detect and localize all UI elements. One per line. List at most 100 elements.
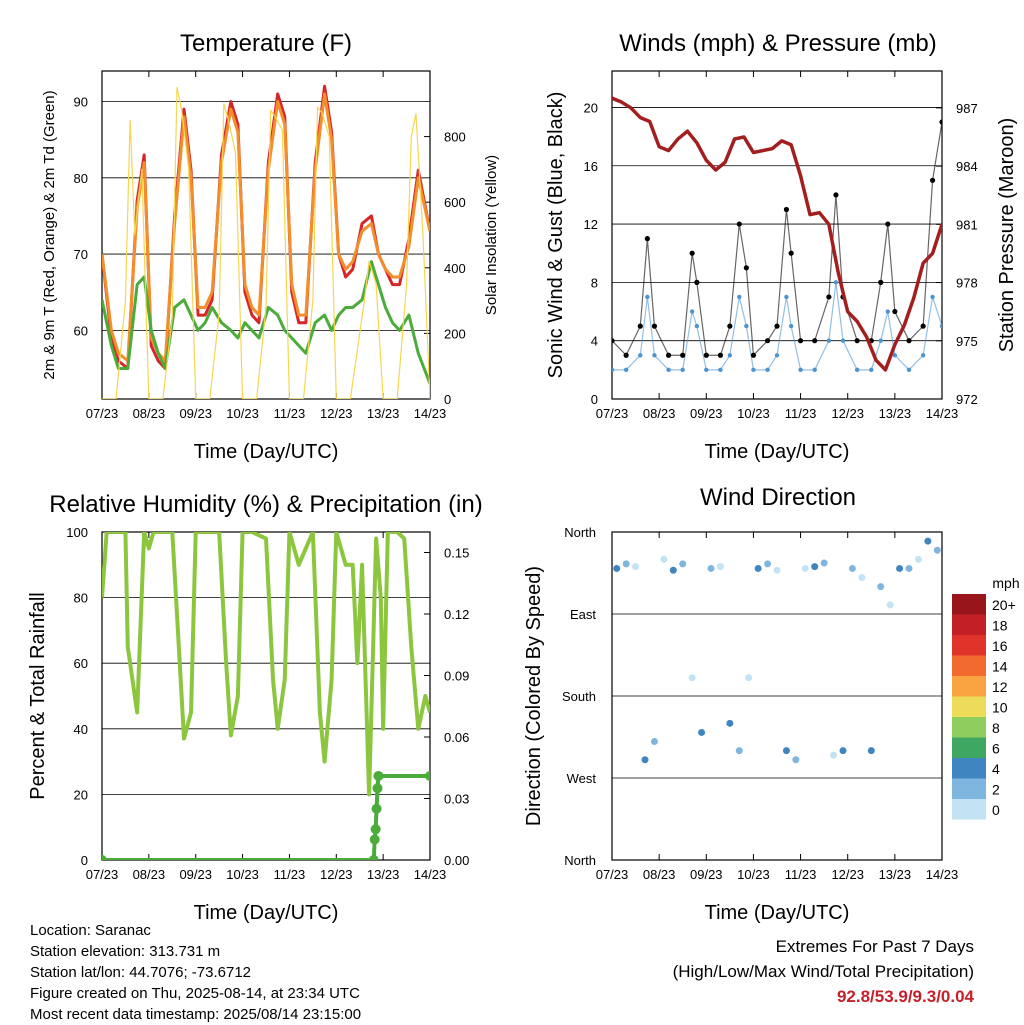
chart-panel-1: Temperature (F) 07/23 08/23 09/23 10/23 11/23… (41, 30, 500, 463)
y2-tick-label: 0.03 (444, 792, 469, 807)
colorbar-level-label: 6 (992, 741, 1000, 757)
chart-title: Winds (mph) & Pressure (mb) (619, 30, 936, 57)
wind-direction-point (669, 566, 677, 574)
wind-direction-point (754, 564, 762, 572)
colorbar-swatch (952, 758, 986, 779)
chart-title: Wind Direction (700, 484, 856, 511)
x-tick-label: 13/23 (879, 406, 912, 421)
chart-title: Relative Humidity (%) & Precipitation (i… (49, 491, 482, 518)
colorbar-level-label: 12 (992, 679, 1008, 695)
x-tick-label: 12/23 (831, 867, 864, 882)
y-tick-label: 20 (74, 787, 88, 802)
x-tick-label: 10/23 (226, 867, 259, 882)
y2-tick-label: 0.06 (444, 730, 469, 745)
y-tick-label: 16 (584, 159, 598, 174)
rainfall-point (369, 834, 380, 845)
x-tick-label: 10/23 (737, 406, 770, 421)
x-tick-label: 14/23 (926, 867, 959, 882)
wind-direction-point (698, 728, 706, 736)
y2-tick-label: 981 (956, 217, 978, 232)
y-tick-label: 100 (66, 525, 88, 540)
colorbar-level-label: 2 (992, 782, 1000, 798)
rainfall-point (102, 855, 107, 860)
wind-direction-point (896, 564, 904, 572)
colorbar-swatch (952, 737, 986, 758)
station-info: Location: Saranac Station elevation: 313… (30, 920, 361, 1025)
created-text: Figure created on Thu, 2025-08-14, at 23… (30, 985, 360, 1002)
rainfall-point (368, 855, 379, 860)
colorbar-swatch (952, 717, 986, 738)
wind-direction-point (622, 560, 630, 568)
x-tick-label: 14/23 (414, 867, 447, 882)
wind-direction-point (773, 566, 781, 574)
y2-tick-label: 0.00 (444, 853, 469, 868)
colorbar-swatch (952, 614, 986, 635)
wind-direction-point (716, 563, 724, 571)
wind-direction-point (764, 560, 772, 568)
wind-direction-point (782, 747, 790, 755)
wind-direction-point (811, 563, 819, 571)
colorbar-swatch (952, 696, 986, 717)
chart-panel-2: Winds (mph) & Pressure (mb) 07/23 08/23 09/… (545, 30, 1018, 463)
chart-panel-4: Wind Direction 07/23 08/23 09/23 10/23 11/23 1… (523, 484, 958, 924)
series-group (613, 537, 941, 764)
speed-colorbar: mph 20+ 18 16 14 12 10 8 6 4 2 0 (952, 575, 1020, 820)
colorbar-level-label: 14 (992, 659, 1008, 675)
wind-direction-point (905, 564, 913, 572)
wind-direction-point (707, 564, 715, 572)
latlon-text: Station lat/lon: 44.7076; -73.6712 (30, 964, 252, 981)
wind-direction-point (830, 751, 838, 759)
y-axis-label: Percent & Total Rainfall (27, 592, 49, 800)
y-tick-label: East (570, 607, 596, 622)
x-tick-label: 14/23 (414, 406, 447, 421)
y-tick-label: North (564, 853, 596, 868)
y2-tick-label: 987 (956, 101, 978, 116)
y2-tick-label: 0 (444, 392, 451, 407)
y2-tick-label: 600 (444, 195, 466, 210)
wind-direction-point (726, 719, 734, 727)
y2-tick-label: 0.15 (444, 546, 469, 561)
x-tick-label: 08/23 (133, 406, 166, 421)
colorbar-swatch (952, 676, 986, 697)
series-line (612, 121, 942, 357)
series-line (612, 282, 942, 371)
x-tick-label: 11/23 (785, 406, 817, 421)
y2-tick-label: 200 (444, 326, 466, 341)
colorbar-swatch (952, 594, 986, 615)
y2-tick-label: 984 (956, 159, 978, 174)
wind-direction-point (679, 560, 687, 568)
x-tick-label: 11/23 (785, 867, 817, 882)
extremes-values: 92.8/53.9/9.3/0.04 (836, 987, 974, 1006)
colorbar-level-label: 0 (992, 802, 1000, 818)
x-tick-label: 12/23 (831, 406, 864, 421)
colorbar-swatch (952, 655, 986, 676)
y-tick-label: 40 (74, 722, 88, 737)
series-line-station-pressure (612, 96, 942, 372)
wind-direction-point (914, 555, 922, 563)
y2-tick-label: 972 (956, 392, 978, 407)
rainfall-point (372, 783, 383, 794)
series-line-2m-td (102, 260, 430, 385)
extremes-subheading: (High/Low/Max Wind/Total Precipitation) (672, 962, 974, 981)
wind-direction-point (792, 756, 800, 764)
colorbar-label: mph (992, 575, 1019, 591)
x-tick-label: 10/23 (226, 406, 259, 421)
colorbar-swatch (952, 635, 986, 656)
wind-direction-point (613, 564, 621, 572)
rainfall-point (370, 824, 381, 835)
x-axis-label: Time (Day/UTC) (194, 902, 339, 924)
recent-text: Most recent data timestamp: 2025/08/14 2… (30, 1006, 362, 1023)
wind-direction-point (924, 537, 932, 545)
plot-frame (101, 70, 431, 400)
x-axis-label: Time (Day/UTC) (705, 902, 850, 924)
elevation-text: Station elevation: 313.731 m (30, 943, 221, 960)
x-tick-label: 08/23 (133, 867, 166, 882)
wind-direction-point (650, 738, 658, 746)
series-group (102, 84, 430, 399)
x-tick-label: 13/23 (879, 867, 912, 882)
rainfall-point (371, 803, 382, 814)
wind-direction-point (886, 601, 894, 609)
wind-direction-point (933, 546, 941, 554)
y-tick-label: 0 (591, 392, 598, 407)
